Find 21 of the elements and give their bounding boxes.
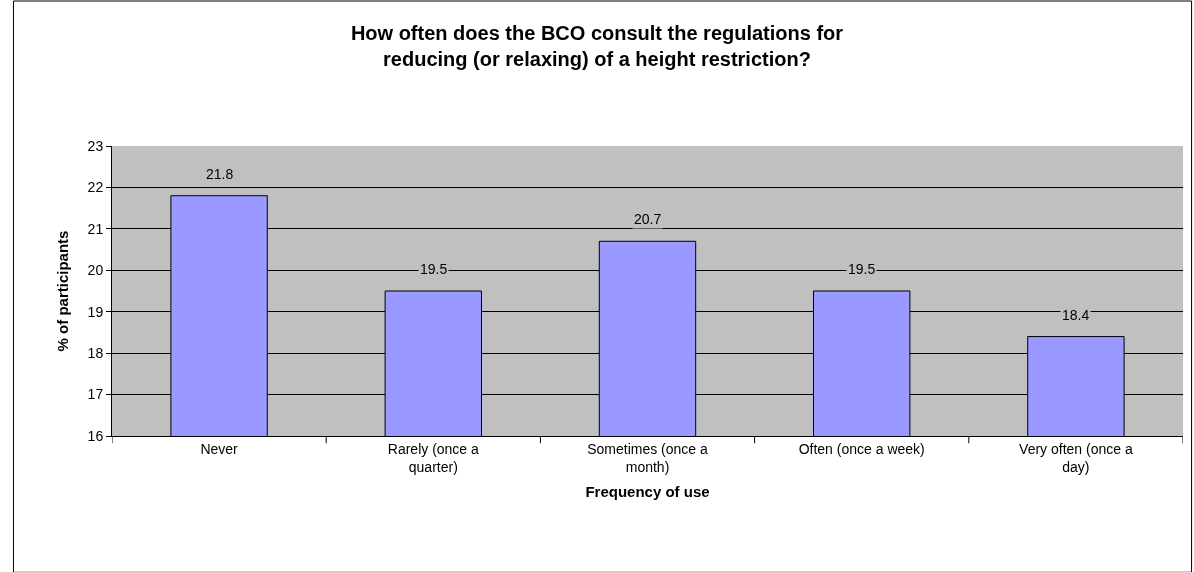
x-axis-title: Frequency of use	[585, 483, 710, 500]
y-tick-label: 22	[87, 179, 104, 196]
x-tick-label: Often (once a week)	[798, 440, 925, 457]
data-label: 20.7	[634, 211, 662, 227]
x-tick-label: Very often (once a day)	[1019, 440, 1133, 475]
y-axis-title: % of participants	[53, 230, 71, 352]
data-label: 21.8	[206, 166, 234, 182]
chart-title: How often does the BCO consult the regulations for reducing (or relaxing) of a height restriction?	[350, 22, 844, 71]
y-tick-label: 17	[87, 386, 104, 403]
y-tick-label: 20	[87, 262, 104, 279]
data-label: 19.5	[420, 261, 448, 277]
y-tick-label: 23	[87, 137, 104, 154]
x-tick-label: Rarely (once a quarter)	[387, 440, 480, 475]
y-tick-label: 21	[87, 220, 104, 237]
data-label: 18.4	[1062, 307, 1090, 323]
data-label: 19.5	[848, 261, 876, 277]
y-tick-label: 18	[87, 345, 104, 362]
y-tick-label: 16	[87, 427, 104, 444]
y-tick-label: 19	[87, 303, 104, 320]
x-tick-label: Never	[200, 440, 239, 457]
x-tick-label: Sometimes (once a month)	[587, 440, 709, 475]
